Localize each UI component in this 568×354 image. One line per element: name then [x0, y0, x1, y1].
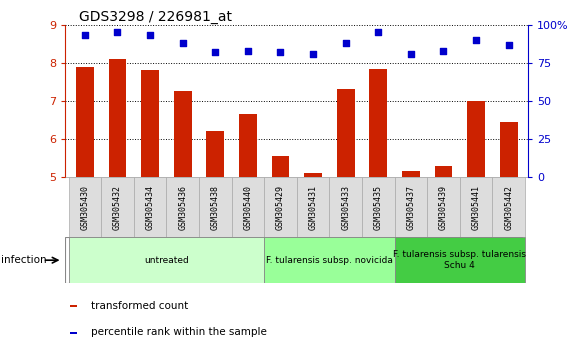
Text: GSM305430: GSM305430	[81, 184, 89, 230]
Text: GSM305440: GSM305440	[243, 184, 252, 230]
Bar	[460, 177, 492, 237]
Point	[308, 51, 318, 57]
Point	[341, 40, 350, 46]
Bar	[272, 156, 290, 177]
Bar	[232, 177, 264, 237]
Point	[145, 33, 154, 38]
Point	[80, 33, 89, 38]
Point	[504, 42, 513, 47]
Point	[211, 49, 220, 55]
Bar	[101, 177, 134, 237]
Text: transformed count: transformed count	[91, 301, 188, 310]
Bar	[206, 131, 224, 177]
Bar	[166, 177, 199, 237]
Bar	[329, 177, 362, 237]
Point	[374, 29, 383, 35]
Bar	[337, 90, 354, 177]
Text: GDS3298 / 226981_at: GDS3298 / 226981_at	[79, 10, 232, 24]
Bar	[264, 237, 395, 283]
Text: GSM305431: GSM305431	[308, 184, 318, 230]
Bar	[395, 237, 525, 283]
Bar	[297, 177, 329, 237]
Bar	[304, 173, 322, 177]
Bar	[134, 177, 166, 237]
Bar	[435, 166, 453, 177]
Point	[243, 48, 252, 53]
Bar	[264, 177, 297, 237]
Point	[439, 48, 448, 53]
Point	[113, 29, 122, 35]
Bar	[239, 114, 257, 177]
Text: GSM305435: GSM305435	[374, 184, 383, 230]
Text: percentile rank within the sample: percentile rank within the sample	[91, 327, 266, 337]
Text: infection: infection	[1, 255, 47, 265]
Text: GSM305438: GSM305438	[211, 184, 220, 230]
Bar	[199, 177, 232, 237]
Text: GSM305433: GSM305433	[341, 184, 350, 230]
Bar	[69, 177, 101, 237]
Bar	[108, 59, 127, 177]
Bar	[70, 332, 77, 334]
Bar	[76, 67, 94, 177]
Bar	[395, 177, 427, 237]
Bar	[402, 171, 420, 177]
Text: GSM305442: GSM305442	[504, 184, 513, 230]
Bar	[69, 237, 264, 283]
Bar	[70, 305, 77, 307]
Text: GSM305437: GSM305437	[406, 184, 415, 230]
Text: GSM305436: GSM305436	[178, 184, 187, 230]
Bar	[174, 91, 191, 177]
Bar	[141, 70, 159, 177]
Text: untreated: untreated	[144, 256, 189, 265]
Point	[178, 40, 187, 46]
Bar	[467, 101, 485, 177]
Bar	[500, 122, 517, 177]
Text: GSM305439: GSM305439	[439, 184, 448, 230]
Bar	[492, 177, 525, 237]
Text: GSM305429: GSM305429	[276, 184, 285, 230]
Point	[471, 37, 481, 43]
Text: F. tularensis subsp. tularensis
Schu 4: F. tularensis subsp. tularensis Schu 4	[393, 251, 527, 270]
Bar	[369, 69, 387, 177]
Text: F. tularensis subsp. novicida: F. tularensis subsp. novicida	[266, 256, 393, 265]
Bar	[362, 177, 395, 237]
Point	[406, 51, 415, 57]
Text: GSM305434: GSM305434	[145, 184, 154, 230]
Text: GSM305432: GSM305432	[113, 184, 122, 230]
Text: GSM305441: GSM305441	[471, 184, 481, 230]
Bar	[427, 177, 460, 237]
Point	[276, 49, 285, 55]
